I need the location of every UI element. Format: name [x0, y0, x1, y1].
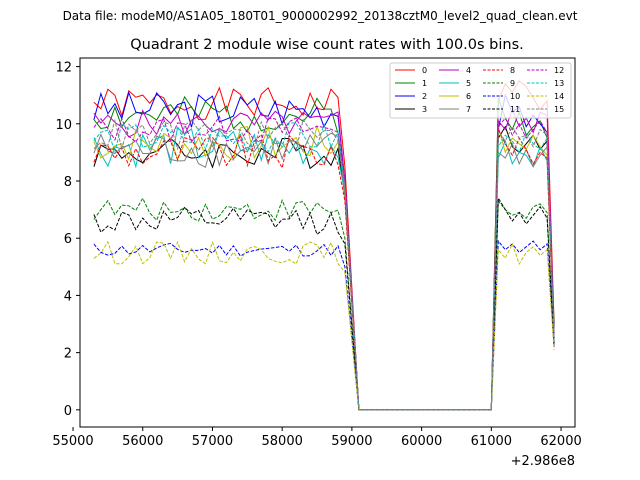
x-tick-label: 58000 — [262, 434, 303, 449]
x-tick-label: 59000 — [331, 434, 372, 449]
y-tick-label: 6 — [64, 232, 72, 247]
series-line-9 — [93, 197, 555, 411]
y-tick-label: 10 — [55, 118, 72, 133]
series-line-8 — [93, 129, 555, 411]
chart-title: Quadrant 2 module wise count rates with … — [130, 37, 524, 53]
legend-label-2: 2 — [422, 92, 427, 101]
series-line-4 — [93, 108, 555, 411]
series-line-1 — [93, 95, 555, 411]
legend-label-13: 13 — [554, 79, 564, 88]
legend-label-6: 6 — [466, 92, 471, 101]
x-tick-label: 57000 — [192, 434, 233, 449]
legend-label-5: 5 — [466, 79, 471, 88]
x-tick-label: 62000 — [540, 434, 581, 449]
series-line-5 — [93, 126, 555, 411]
x-tick-label: 60000 — [401, 434, 442, 449]
legend-label-0: 0 — [422, 66, 427, 75]
legend-label-9: 9 — [510, 79, 515, 88]
legend-label-11: 11 — [510, 105, 520, 114]
series-line-14 — [93, 240, 555, 411]
series-line-12 — [93, 115, 555, 411]
y-tick-label: 12 — [55, 61, 72, 76]
legend-label-7: 7 — [466, 105, 471, 114]
x-offset-label: +2.986e8 — [511, 454, 575, 469]
legend-box — [389, 62, 572, 119]
y-tick-label: 2 — [64, 347, 72, 362]
series-line-7 — [93, 132, 555, 411]
chart-suptitle: Data file: modeM0/AS1A05_180T01_90000029… — [63, 9, 578, 23]
plot-lines — [93, 80, 555, 411]
legend-label-14: 14 — [554, 92, 564, 101]
x-tick-label: 56000 — [122, 434, 163, 449]
y-axis: 0 2 4 6 8 10 12 — [55, 61, 80, 419]
legend-label-3: 3 — [422, 105, 427, 114]
x-tick-label: 55000 — [52, 434, 93, 449]
series-line-6 — [93, 124, 555, 411]
legend-label-8: 8 — [510, 66, 515, 75]
legend-label-15: 15 — [554, 105, 564, 114]
series-line-3 — [93, 125, 555, 411]
y-tick-label: 4 — [64, 289, 72, 304]
legend-label-4: 4 — [466, 66, 471, 75]
plot-frame — [79, 57, 576, 428]
series-line-10 — [93, 239, 555, 411]
legend-label-10: 10 — [510, 92, 520, 101]
y-tick-label: 0 — [64, 404, 72, 419]
series-line-15 — [93, 118, 555, 411]
y-tick-label: 8 — [64, 175, 72, 190]
series-line-11 — [93, 196, 555, 411]
x-axis: 55000 56000 57000 58000 59000 60000 61000 62000 — [52, 427, 582, 449]
x-tick-label: 61000 — [471, 434, 512, 449]
series-line-13 — [93, 121, 555, 411]
legend-label-1: 1 — [422, 79, 427, 88]
legend-label-12: 12 — [554, 66, 564, 75]
series-line-2 — [93, 90, 555, 411]
